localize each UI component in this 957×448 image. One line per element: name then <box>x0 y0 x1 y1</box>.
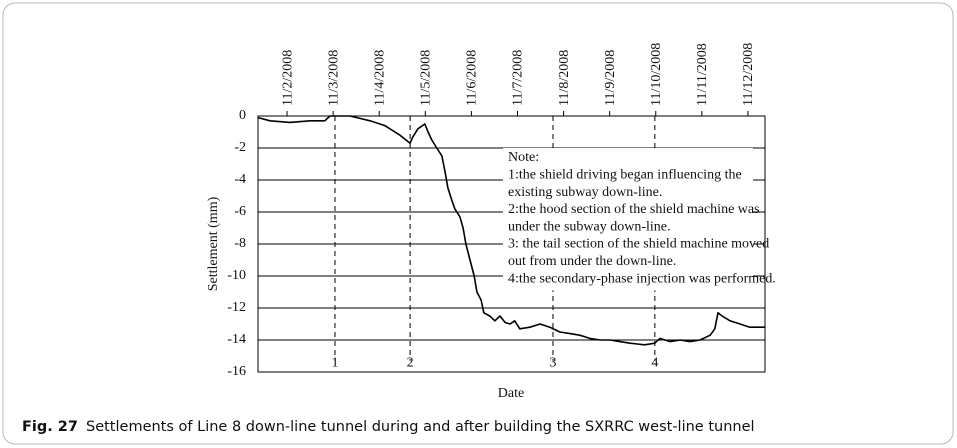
event-label: 1 <box>331 355 338 370</box>
note-line: under the subway down-line. <box>508 219 671 234</box>
event-label: 4 <box>651 355 658 370</box>
y-tick-label: -4 <box>234 172 246 187</box>
x-tick-label: 11/4/2008 <box>372 50 387 106</box>
y-tick-label: -16 <box>227 364 246 379</box>
y-tick-label: -2 <box>234 140 246 155</box>
y-tick-label: -14 <box>227 332 246 347</box>
note-background <box>503 148 753 291</box>
caption-label: Fig. 27 <box>22 419 78 435</box>
x-tick-label: 11/10/2008 <box>649 43 664 106</box>
x-tick-label: 11/11/2008 <box>695 43 710 106</box>
settlement-line <box>257 115 765 346</box>
note-line: 4:the secondary-phase injection was perf… <box>508 271 776 286</box>
note-line: Note: <box>508 150 539 165</box>
note-line: existing subway down-line. <box>508 185 662 200</box>
x-tick-label: 11/8/2008 <box>557 50 572 106</box>
y-tick-label: -8 <box>234 236 246 251</box>
note-line: 2:the hood section of the shield machine… <box>508 202 760 217</box>
plot-frame <box>257 115 766 373</box>
y-tick-label: -6 <box>234 204 246 219</box>
x-tick-label: 11/3/2008 <box>326 50 341 106</box>
event-label: 2 <box>407 355 414 370</box>
x-tick-label: 11/5/2008 <box>419 50 434 106</box>
caption: Fig. 27 Settlements of Line 8 down-line t… <box>22 419 755 435</box>
y-tick-label: 0 <box>239 108 246 123</box>
y-tick-label: -12 <box>227 300 246 315</box>
note-line: 3: the tail section of the shield machin… <box>508 237 769 252</box>
y-tick-label: -10 <box>227 268 246 283</box>
x-tick-label: 11/12/2008 <box>741 43 756 106</box>
x-tick-label: 11/2/2008 <box>280 50 295 106</box>
event-label: 3 <box>549 355 556 370</box>
x-tick-label: 11/7/2008 <box>511 50 526 106</box>
x-tick-label: 11/6/2008 <box>465 50 480 106</box>
note-line: out from under the down-line. <box>508 254 676 269</box>
y-axis-label: Settlement (mm) <box>206 196 221 291</box>
x-axis-label: Date <box>498 386 524 401</box>
x-tick-label: 11/9/2008 <box>603 50 618 106</box>
caption-text: Settlements of Line 8 down-line tunnel d… <box>86 419 755 435</box>
note-line: 1:the shield driving began influencing t… <box>508 168 742 183</box>
